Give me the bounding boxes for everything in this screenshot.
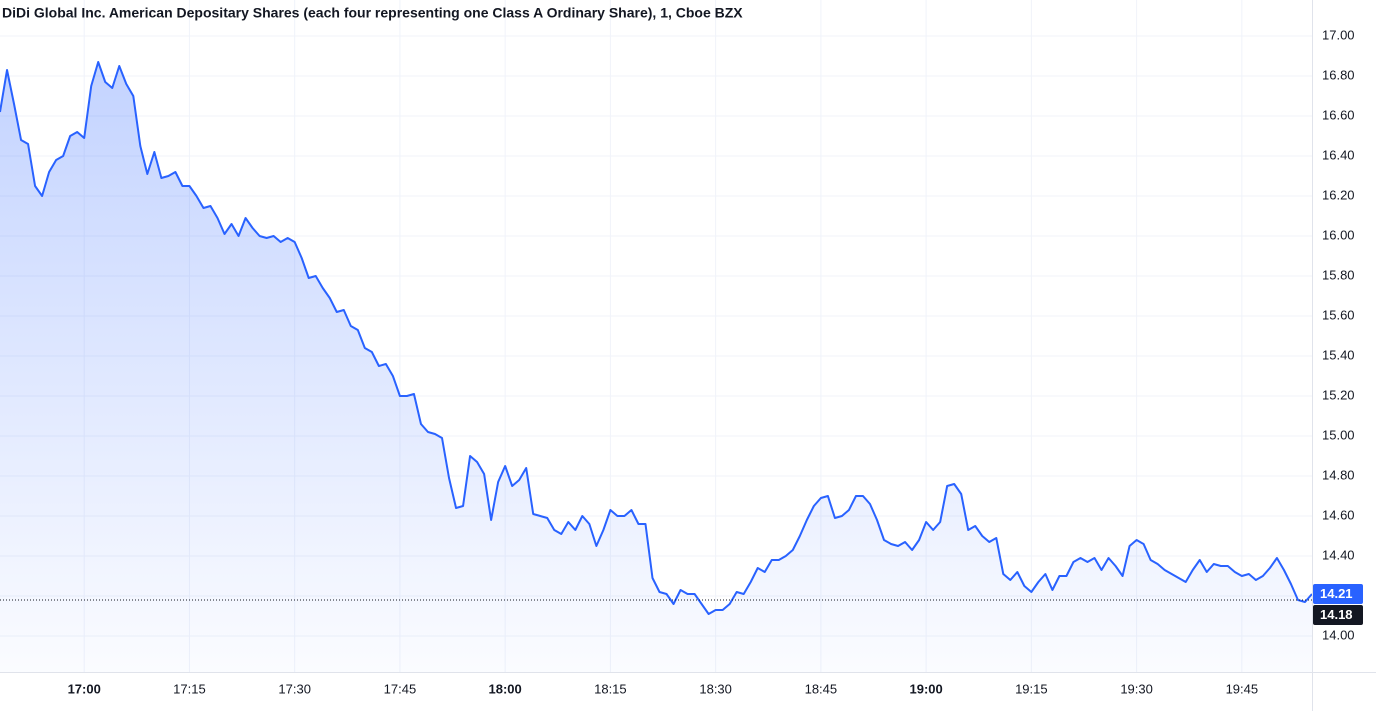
price-line (0, 61, 1313, 615)
y-tick-label: 16.60 (1322, 107, 1355, 122)
y-tick-label: 16.80 (1322, 67, 1355, 82)
chart-title: DiDi Global Inc. American Depositary Sha… (2, 5, 743, 21)
x-tick-label: 19:00 (909, 681, 942, 696)
y-tick-label: 16.20 (1322, 187, 1355, 202)
y-tick-label: 15.00 (1322, 427, 1355, 442)
y-tick-label: 17.00 (1322, 27, 1355, 42)
y-tick-label: 15.20 (1322, 387, 1355, 402)
price-marker-label: 14.21 (1320, 586, 1353, 601)
x-tick-label: 18:15 (594, 681, 627, 696)
x-tick-label: 18:30 (699, 681, 732, 696)
price-marker (1313, 605, 1363, 625)
x-tick-label: 17:30 (278, 681, 311, 696)
price-marker (1313, 584, 1363, 604)
y-tick-label: 16.40 (1322, 147, 1355, 162)
y-tick-label: 14.00 (1322, 627, 1355, 642)
price-marker-label: 14.18 (1320, 607, 1353, 622)
x-tick-label: 18:00 (489, 681, 522, 696)
y-tick-label: 15.80 (1322, 267, 1355, 282)
y-tick-label: 15.60 (1322, 307, 1355, 322)
x-tick-label: 17:45 (384, 681, 417, 696)
x-tick-label: 18:45 (805, 681, 838, 696)
x-tick-label: 19:45 (1226, 681, 1259, 696)
y-tick-label: 14.60 (1322, 507, 1355, 522)
x-tick-label: 17:15 (173, 681, 206, 696)
area-fill (0, 62, 1312, 672)
x-tick-label: 19:15 (1015, 681, 1048, 696)
y-tick-label: 16.00 (1322, 227, 1355, 242)
x-tick-label: 19:30 (1120, 681, 1153, 696)
x-tick-label: 17:00 (68, 681, 101, 696)
y-tick-label: 14.80 (1322, 467, 1355, 482)
y-tick-label: 14.40 (1322, 547, 1355, 562)
y-tick-label: 15.40 (1322, 347, 1355, 362)
